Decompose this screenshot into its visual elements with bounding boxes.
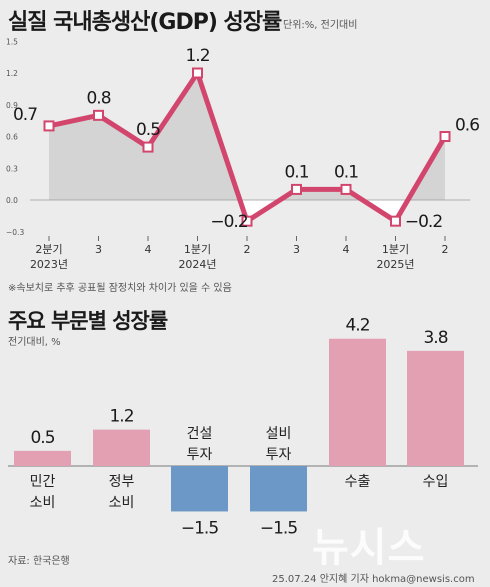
x-tick-label: 3 bbox=[293, 243, 300, 256]
gdp-line-chart: −0.3 0.0 0.3 0.6 0.9 1.2 1.5 0.7 0.8 0.5 1.2 −0.2 0.… bbox=[6, 37, 480, 271]
bar-category-label: 투자 bbox=[266, 447, 292, 463]
x-tick-year-label: 2025년 bbox=[376, 258, 414, 271]
preliminary-note: ※속보치로 추후 공표될 잠정치와 차이가 있을 수 있음 bbox=[8, 283, 232, 294]
bar-value-label: 0.5 bbox=[30, 428, 54, 448]
y-tick-label: 0.9 bbox=[6, 101, 18, 110]
value-label: 0.1 bbox=[284, 162, 308, 182]
bar-category-label: 소비 bbox=[109, 495, 135, 511]
data-point bbox=[192, 67, 203, 79]
x-tick-year-label: 2023년 bbox=[30, 258, 68, 271]
value-label: 1.2 bbox=[185, 46, 209, 66]
value-label: 0.1 bbox=[334, 162, 358, 182]
credit-text: 25.07.24 안지혜 기자 hokma@newsis.com bbox=[272, 574, 475, 585]
bar bbox=[171, 466, 228, 512]
bar-value-label: −1.5 bbox=[181, 518, 218, 538]
x-tick-label: 4 bbox=[343, 243, 350, 256]
bar-value-label: 3.8 bbox=[423, 328, 447, 348]
area-fill-negative bbox=[49, 200, 445, 222]
bar-category-label: 소비 bbox=[30, 495, 56, 511]
x-tick-label: 2 bbox=[442, 243, 449, 256]
y-tick-label: 1.2 bbox=[6, 69, 18, 78]
watermark-logo: 뉴시스 bbox=[312, 525, 426, 571]
bar-category-label: 수출 bbox=[345, 474, 371, 490]
x-tick-year-label: 2024년 bbox=[178, 258, 216, 271]
bar bbox=[250, 466, 307, 512]
bar-category-label: 수입 bbox=[423, 474, 449, 490]
bar bbox=[93, 429, 150, 466]
data-point bbox=[241, 215, 253, 227]
data-point bbox=[390, 215, 401, 227]
bar-value-label: 4.2 bbox=[345, 316, 369, 336]
bar bbox=[329, 338, 386, 466]
section2-title: 주요 부문별 성장률 bbox=[8, 309, 168, 333]
unit-note: 단위:%, 전기대비 bbox=[283, 20, 358, 31]
y-tick-label: 0.0 bbox=[6, 196, 18, 205]
bar-category-label: 건설 bbox=[187, 426, 213, 442]
data-point bbox=[43, 120, 55, 132]
x-tick-label: 3 bbox=[95, 243, 102, 256]
section2-subtitle: 전기대비, % bbox=[8, 337, 61, 348]
value-label: −0.2 bbox=[405, 212, 442, 232]
y-tick-label: 0.6 bbox=[6, 133, 18, 142]
data-point bbox=[340, 183, 352, 195]
value-label: 0.5 bbox=[136, 120, 160, 140]
data-point bbox=[93, 109, 104, 121]
x-tick-label: 4 bbox=[145, 243, 152, 256]
page-title: 실질 국내총생산(GDP) 성장률 bbox=[8, 10, 282, 35]
bar bbox=[407, 350, 464, 466]
bar-value-label: 1.2 bbox=[109, 407, 133, 427]
y-tick-label: 0.3 bbox=[6, 164, 18, 173]
source-text: 자료: 한국은행 bbox=[8, 556, 70, 567]
value-label: 0.6 bbox=[455, 116, 479, 136]
data-point bbox=[291, 183, 302, 195]
x-tick-label: 2 bbox=[244, 243, 251, 256]
bar-value-label: −1.5 bbox=[260, 518, 297, 538]
area-fill-positive bbox=[49, 73, 445, 200]
value-label: −0.2 bbox=[210, 212, 247, 232]
bar-category-label: 투자 bbox=[187, 447, 213, 463]
data-point bbox=[439, 131, 451, 142]
y-tick-label: 1.5 bbox=[6, 37, 18, 46]
bar-category-label: 정부 bbox=[109, 474, 135, 490]
x-tick-label: 2분기 bbox=[35, 243, 62, 256]
value-label: 0.7 bbox=[13, 105, 37, 125]
data-point bbox=[142, 141, 154, 153]
value-label: 0.8 bbox=[86, 88, 110, 108]
x-tick-label: 1분기 bbox=[184, 243, 211, 256]
bar bbox=[14, 450, 71, 466]
y-tick-label: −0.3 bbox=[6, 228, 24, 237]
bar-category-label: 민간 bbox=[30, 474, 56, 490]
x-tick-label: 1분기 bbox=[382, 243, 409, 256]
bar-category-label: 설비 bbox=[266, 426, 292, 442]
